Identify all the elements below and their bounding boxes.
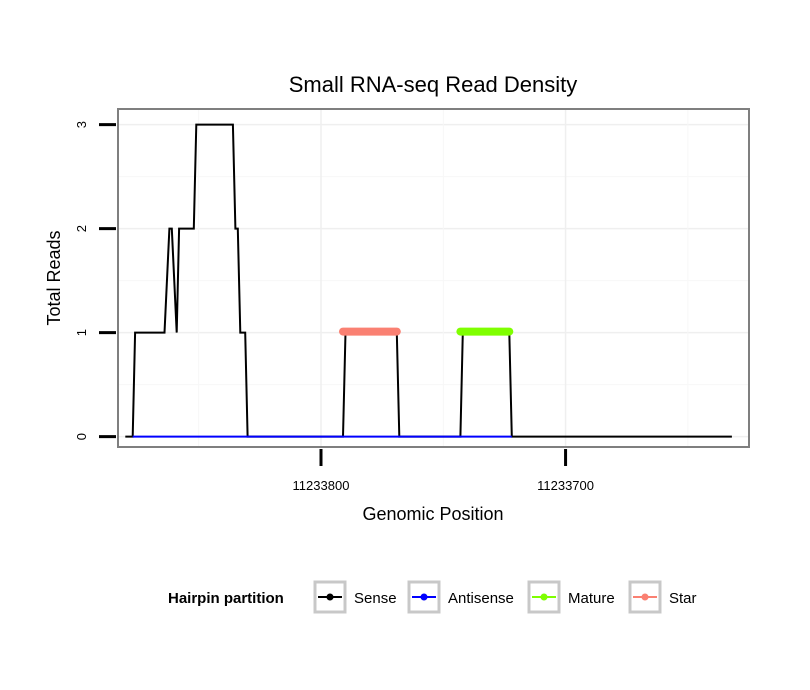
series-layer (125, 123, 732, 438)
legend-key-point (326, 593, 334, 601)
plot-panel-border (117, 108, 750, 448)
legend-key-point (540, 593, 548, 601)
x-axis-title: Genomic Position (362, 504, 503, 524)
legend-label: Star (669, 590, 697, 607)
legend-entries: Sense Antisense Mature Star (313, 580, 697, 614)
legend-label: Mature (568, 590, 615, 607)
axes: 0 1 2 3 11233800 11233700 (74, 121, 594, 493)
legend-label: Sense (354, 590, 397, 607)
legend-key-point (641, 593, 649, 601)
legend-entry-star: Star (628, 580, 697, 614)
y-tick-label: 0 (74, 433, 89, 440)
legend-entry-sense: Sense (313, 580, 397, 614)
legend-entry-mature: Mature (527, 580, 615, 614)
legend-title: Hairpin partition (168, 590, 284, 607)
chart-title: Small RNA-seq Read Density (289, 72, 578, 97)
grid-lines (118, 109, 749, 447)
legend-label: Antisense (448, 590, 514, 607)
y-tick-label: 1 (74, 329, 89, 336)
y-tick-label: 2 (74, 225, 89, 232)
x-tick-label: 11233800 (293, 478, 350, 493)
legend-key-point (420, 593, 428, 601)
y-tick-label: 3 (74, 121, 89, 128)
y-axis-title: Total Reads (44, 230, 64, 325)
legend: Hairpin partition Sense Antisense Mature St… (168, 580, 697, 614)
x-tick-label: 11233700 (537, 478, 594, 493)
legend-entry-antisense: Antisense (407, 580, 514, 614)
